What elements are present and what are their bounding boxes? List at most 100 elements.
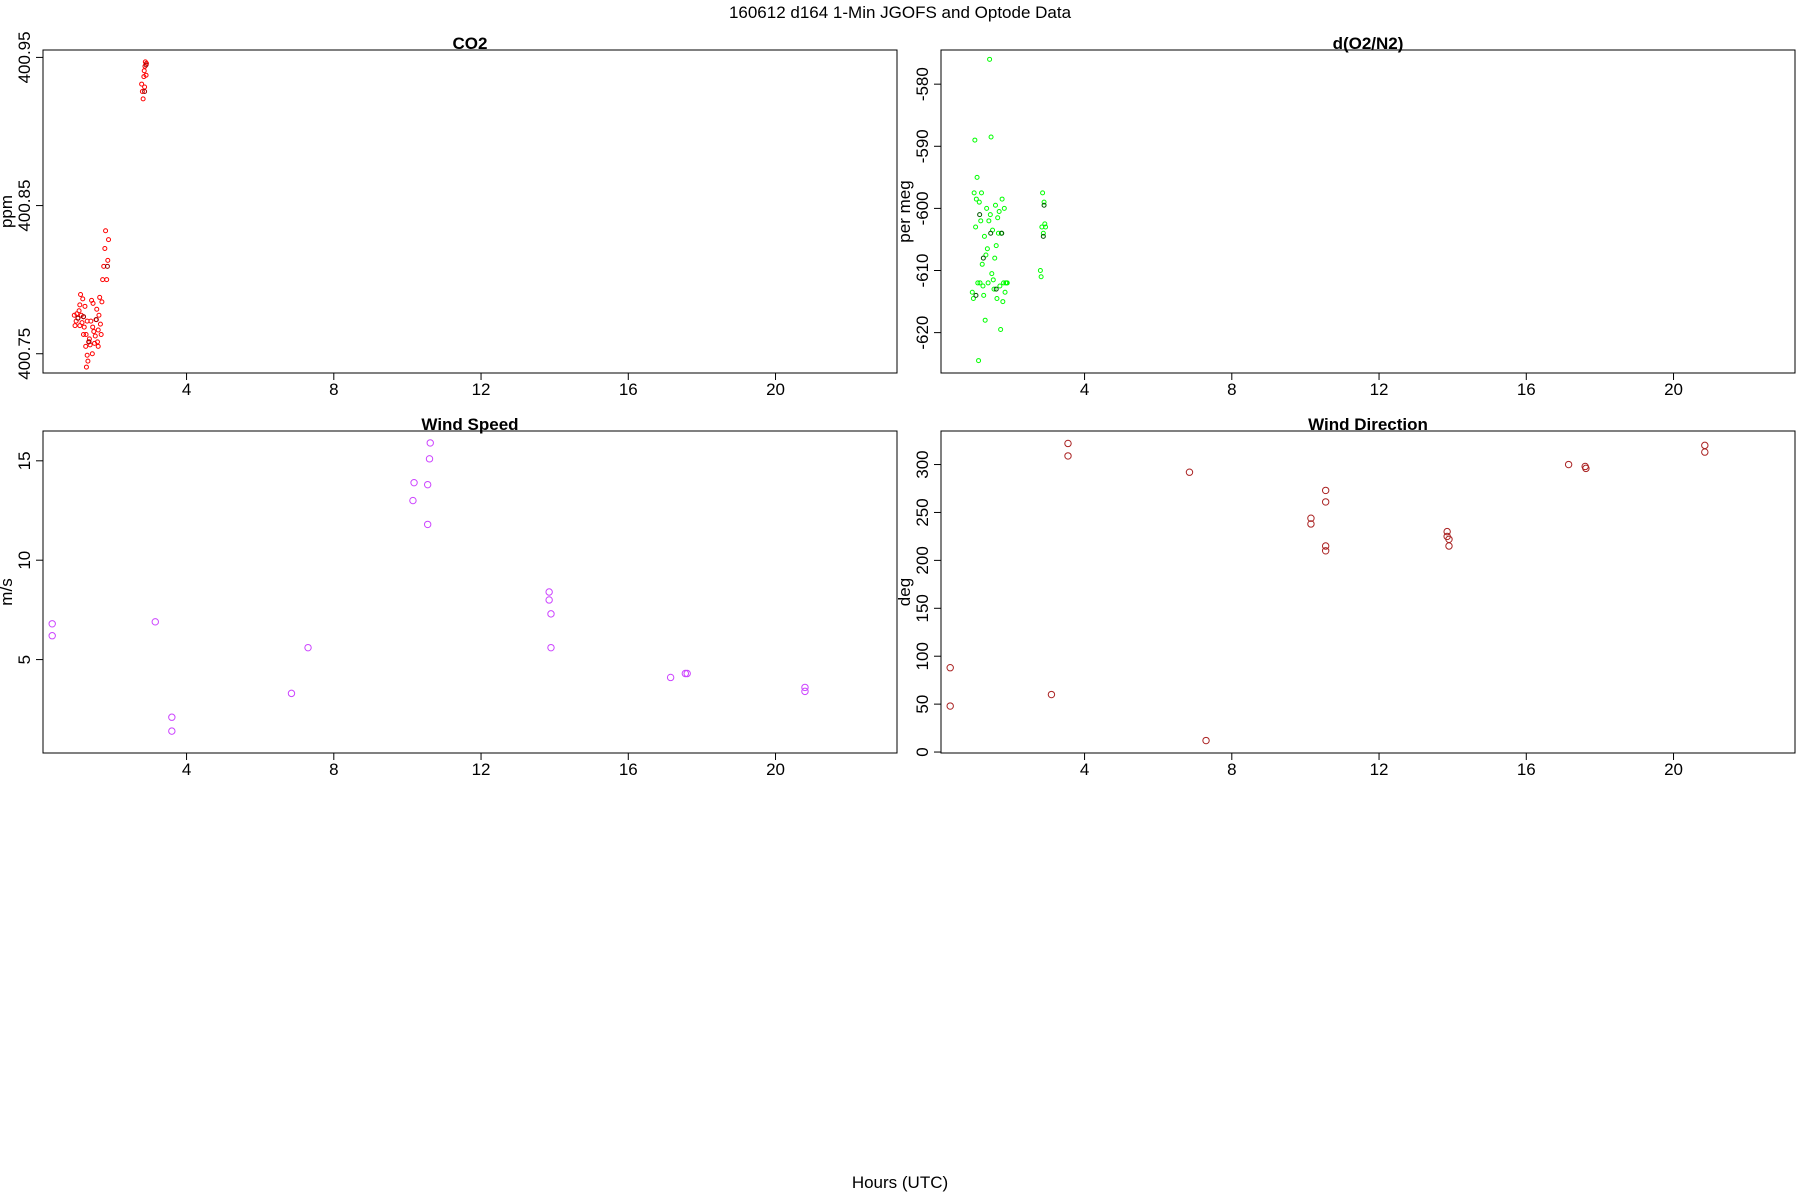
panel-title: CO2 [453,34,488,53]
data-point [991,286,997,292]
y-tick-label: 400.85 [15,180,34,232]
panel-wspd: Wind Speed 4 8 12 16 20 5 10 15 m/s [0,415,898,779]
data-point [975,280,981,286]
data-point [139,81,145,87]
data-point [992,255,998,261]
data-point [981,292,987,298]
data-point [1042,221,1048,227]
points-group [48,439,809,735]
data-point [987,56,993,62]
data-point [83,364,89,370]
data-point [104,263,110,269]
y-tick-label: -590 [913,129,932,163]
data-point [973,292,979,298]
data-point [1701,441,1709,450]
data-point [76,308,82,314]
data-point [801,683,809,692]
y-tick-label: 150 [913,594,932,622]
data-point [1040,230,1046,236]
data-point [139,88,145,94]
data-point [683,669,691,678]
x-tick-label: 12 [472,380,491,399]
data-point [1307,514,1315,522]
x-tick-label: 20 [1664,380,1683,399]
data-point [979,261,985,267]
data-point [85,358,91,364]
data-point [971,190,977,196]
data-point [75,315,81,321]
data-point [1564,460,1573,469]
data-point [409,496,417,505]
x-tick-label: 20 [766,380,785,399]
data-point [48,632,56,640]
figure-title: 160612 d164 1-Min JGOFS and Optode Data [729,3,1072,22]
data-point [989,271,995,277]
data-point [547,610,555,618]
x-tick-label: 12 [1370,380,1389,399]
panel-frame [42,430,898,754]
data-point [982,317,988,323]
data-point [425,455,434,463]
data-point [141,68,147,74]
data-point [997,283,1003,289]
data-point [946,702,954,710]
data-point [77,323,83,329]
data-point [1064,439,1072,448]
data-point [1321,547,1330,555]
data-point [972,137,978,143]
data-point [1185,468,1194,476]
data-point [985,280,991,286]
data-point [986,218,992,224]
x-tick-label: 4 [1080,760,1089,779]
data-point [1043,224,1049,230]
data-point [426,439,434,447]
data-point [48,620,56,628]
data-point [1701,448,1709,456]
data-point [94,306,100,312]
data-point [1041,202,1047,208]
data-point [996,209,1002,214]
data-point [974,174,980,180]
data-point [984,246,990,252]
data-point [980,283,986,289]
data-point [142,84,148,90]
data-point [1047,690,1056,699]
data-point [976,358,982,364]
data-point [969,289,975,295]
data-point [151,618,159,626]
data-point [95,327,101,333]
data-point [981,233,987,239]
data-point [545,588,553,596]
points-group [969,56,1049,364]
x-tick-label: 4 [1080,380,1089,399]
data-point [97,321,103,327]
figure-x-axis-label: Hours (UTC) [852,1173,948,1192]
data-point [1582,464,1590,473]
data-point [89,351,95,357]
data-point [978,218,984,224]
data-point [84,352,90,358]
data-point [1307,520,1315,528]
data-point [990,277,996,283]
data-point [946,664,954,672]
y-tick-label: -620 [913,316,932,350]
data-point [84,318,90,324]
y-tick-label: 300 [913,450,932,478]
x-tick-label: 16 [619,380,638,399]
y-tick-label: 100 [913,642,932,670]
y-tick-label: 400.95 [15,31,34,83]
panel-title: Wind Direction [1308,415,1428,434]
data-point [983,252,989,258]
y-tick-label: 200 [913,546,932,574]
data-point [105,257,111,263]
data-point [1040,190,1046,196]
panel-co2: CO2 4 8 12 16 20 400.75 400.85 400.95 ppm [0,31,898,399]
y-tick-label: -580 [913,67,932,101]
data-point [106,237,112,243]
data-point [977,280,983,286]
y-tick-label: 50 [913,695,932,714]
data-point [1064,452,1072,460]
x-tick-label: 8 [1227,380,1236,399]
data-point [423,480,432,489]
panels-group: CO2 4 8 12 16 20 400.75 400.85 400.95 ppm d(O2/N2)… [0,31,1796,779]
